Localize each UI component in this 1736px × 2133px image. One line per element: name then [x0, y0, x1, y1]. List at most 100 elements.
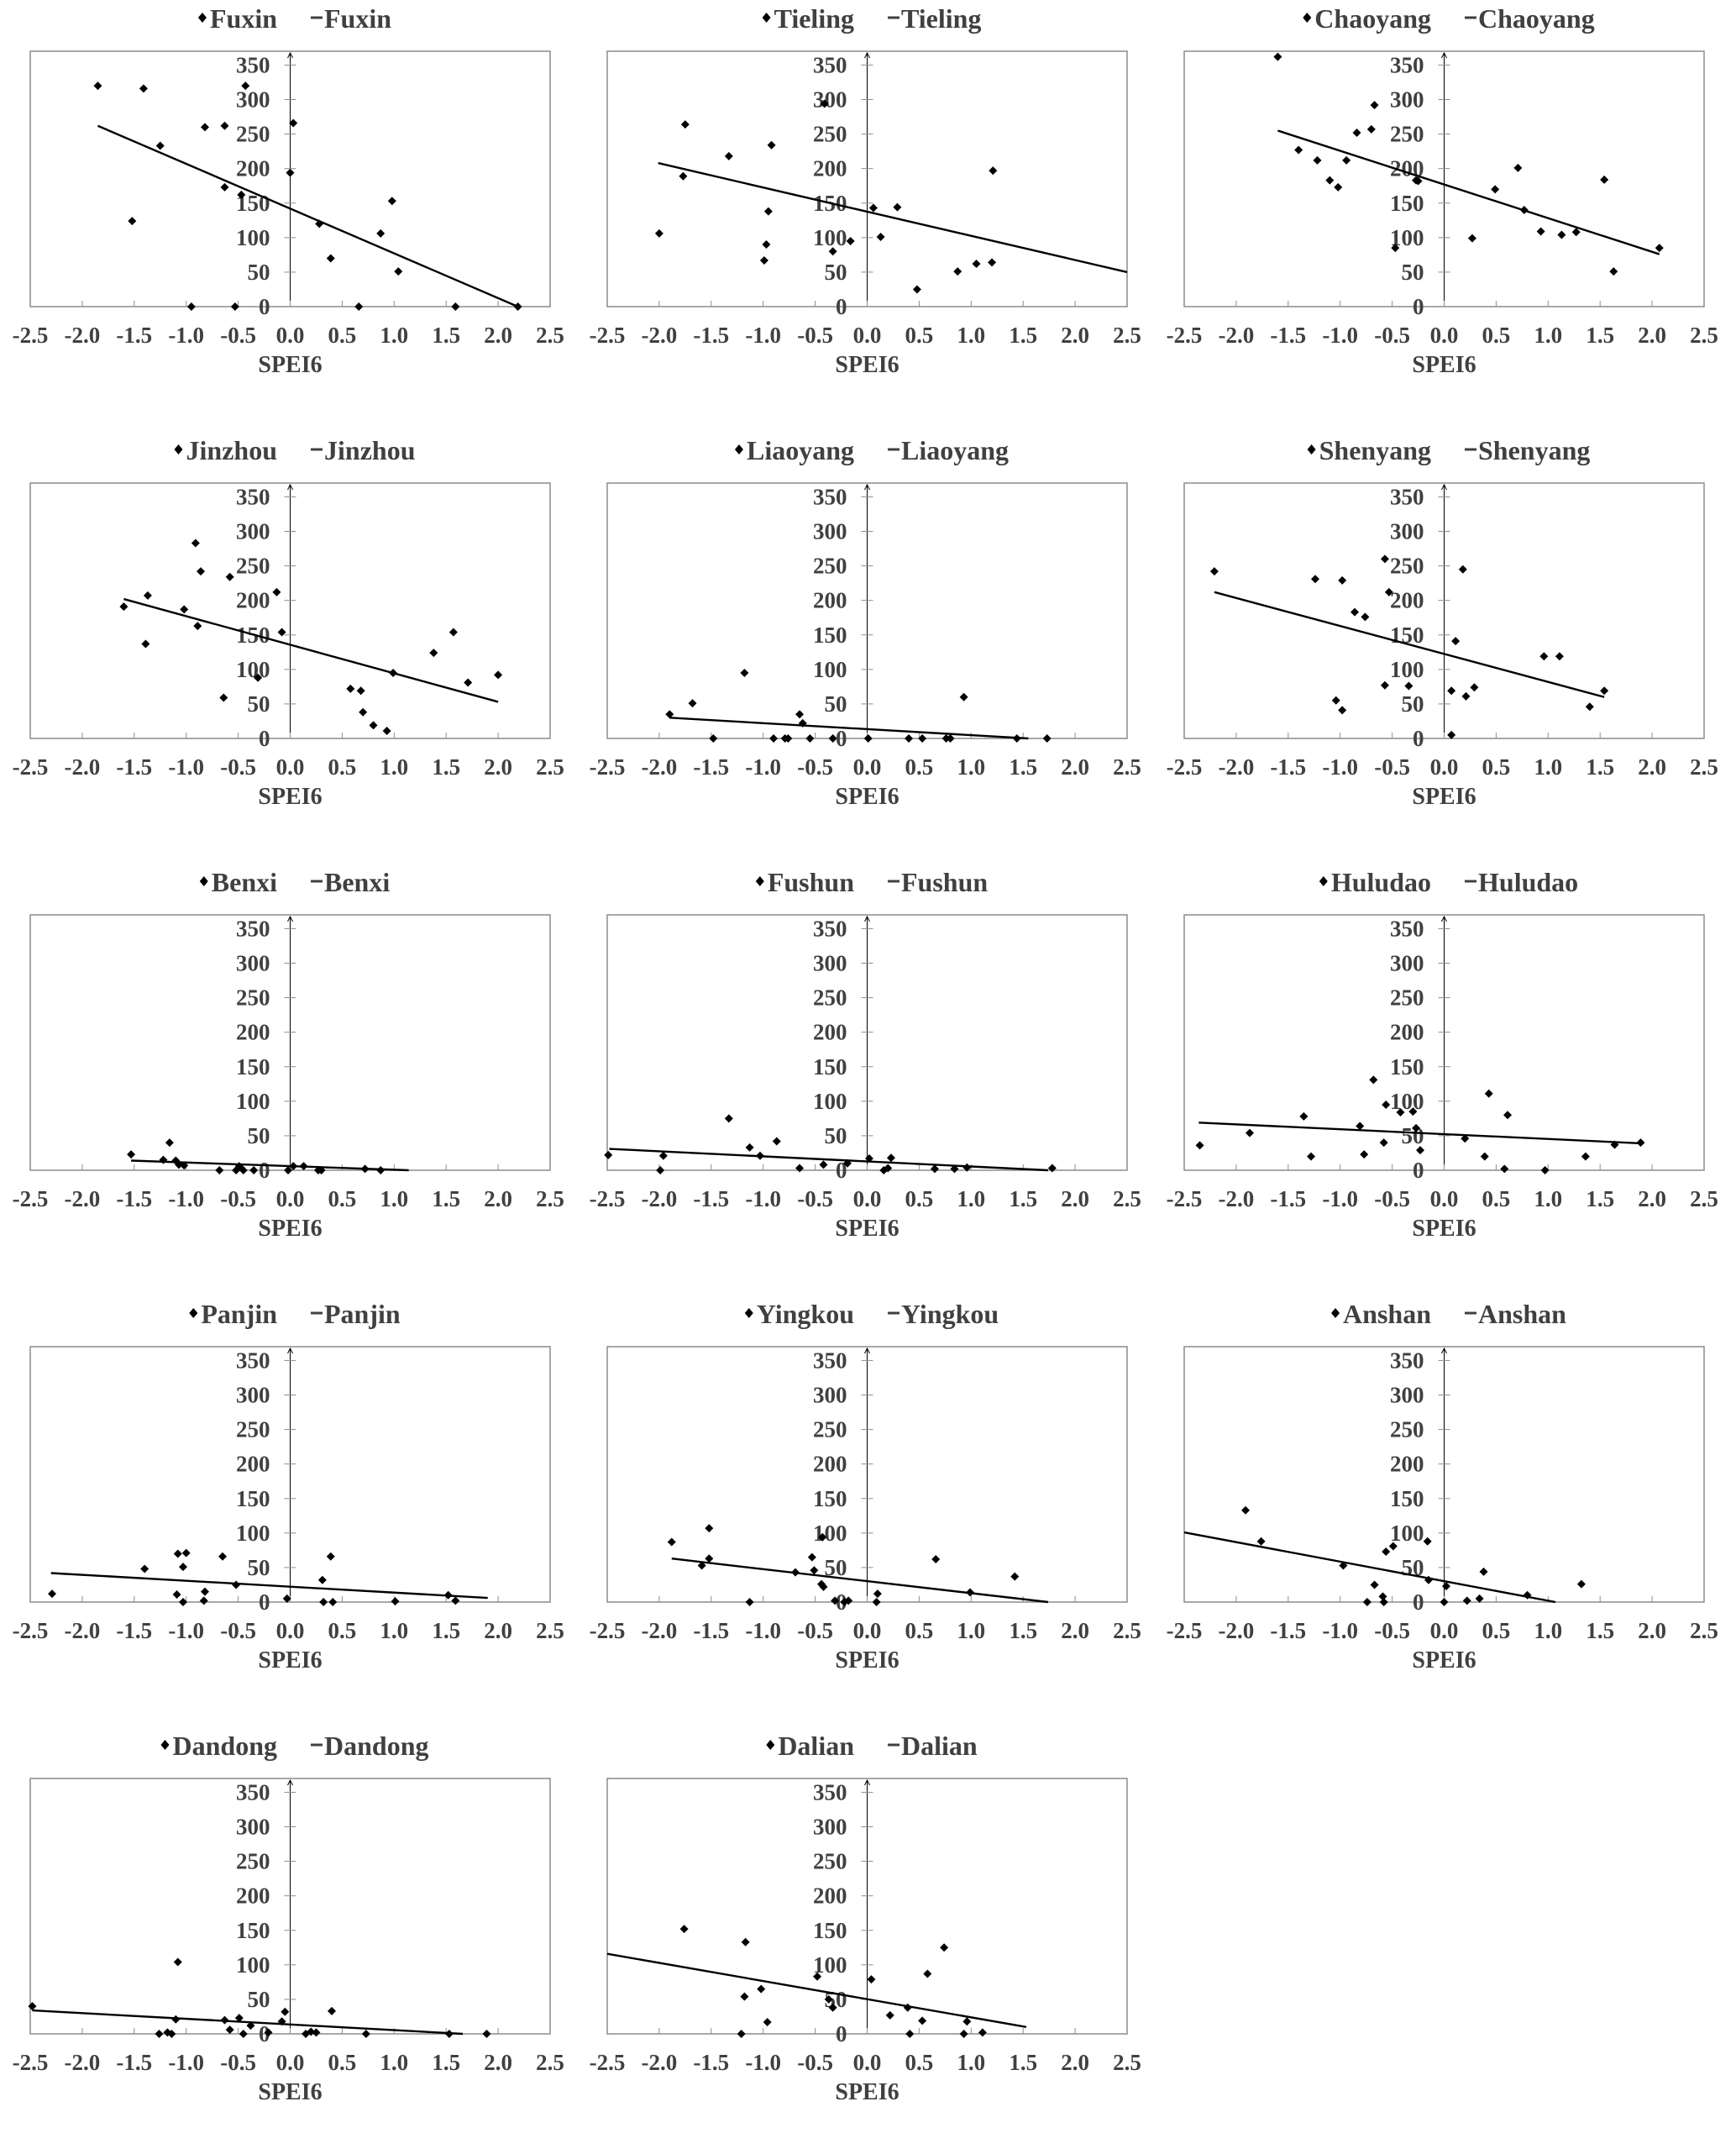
data-point — [139, 84, 148, 93]
x-tick-label: -1.5 — [1270, 1618, 1306, 1643]
data-point — [709, 734, 718, 743]
data-point — [988, 258, 997, 267]
data-point — [1299, 1111, 1309, 1121]
y-tick-label: 300 — [1390, 1383, 1424, 1408]
data-point — [28, 2002, 37, 2011]
legend-label-trendline: Liaoyang — [901, 435, 1009, 465]
data-point — [319, 1598, 328, 1606]
data-point — [1576, 1579, 1586, 1589]
y-tick-label: 150 — [236, 1054, 270, 1080]
data-point — [828, 247, 837, 256]
x-tick-label: 2.5 — [536, 754, 564, 780]
x-tick-label: -2.5 — [1167, 1618, 1203, 1643]
data-point — [1310, 575, 1319, 584]
y-axis-arrow-icon — [864, 483, 870, 491]
y-tick-label: 200 — [236, 588, 270, 613]
y-tick-label: 50 — [248, 691, 270, 717]
x-tick-label: -0.5 — [220, 2050, 256, 2075]
legend: Fuxin Fuxin — [197, 3, 391, 34]
data-point — [1010, 1572, 1020, 1581]
legend-label-trendline: Yingkou — [901, 1299, 999, 1329]
y-tick-label: 0 — [259, 294, 270, 319]
data-point — [191, 539, 200, 548]
data-point — [299, 1162, 308, 1171]
x-tick-label: -2.5 — [1167, 323, 1203, 348]
data-point — [667, 1537, 676, 1547]
x-tick-label: -1.5 — [116, 2050, 152, 2075]
x-tick-label: -1.5 — [116, 1186, 152, 1211]
y-tick-label: 300 — [813, 519, 847, 544]
x-tick-label: 1.0 — [957, 1186, 985, 1211]
y-axis-arrow-icon — [287, 51, 293, 59]
data-point — [876, 233, 885, 242]
data-point — [820, 99, 829, 108]
x-tick-label: -2.0 — [1219, 1186, 1255, 1211]
data-point — [382, 726, 391, 735]
legend: Liaoyang Liaoyang — [734, 435, 1009, 465]
x-tick-label: -0.5 — [220, 1618, 256, 1643]
x-tick-label: 1.5 — [1586, 1186, 1614, 1211]
legend-diamond-icon — [1303, 13, 1312, 23]
y-tick-label: 200 — [1390, 588, 1424, 613]
data-point — [1571, 228, 1581, 237]
x-tick-label: -1.5 — [116, 323, 152, 348]
x-tick-label: 1.5 — [1009, 754, 1037, 780]
x-tick-label: -1.5 — [693, 323, 729, 348]
data-point — [1441, 1582, 1450, 1591]
x-tick-label: -1.5 — [1270, 323, 1306, 348]
data-point — [840, 1598, 849, 1606]
data-point — [1636, 1138, 1645, 1148]
x-tick-label: 1.0 — [1534, 754, 1562, 780]
data-point — [886, 1153, 895, 1163]
x-tick-label: 0.5 — [905, 2050, 934, 2075]
data-point — [654, 229, 663, 238]
x-tick-label: -0.5 — [1374, 754, 1410, 780]
data-point — [1378, 1592, 1387, 1601]
legend-label-trendline: Fuxin — [324, 3, 391, 34]
y-tick-label: 50 — [1402, 260, 1424, 285]
data-point — [448, 628, 458, 637]
data-point — [127, 1150, 136, 1159]
legend-label-points: Dalian — [778, 1731, 854, 1761]
data-point — [289, 1162, 298, 1171]
data-point — [1600, 686, 1609, 696]
y-tick-label: 350 — [813, 52, 847, 77]
y-axis-arrow-icon — [1441, 51, 1447, 59]
legend-diamond-icon — [762, 13, 771, 23]
data-point — [1423, 1537, 1432, 1546]
data-point — [277, 628, 286, 637]
x-tick-label: 1.5 — [1586, 754, 1614, 780]
data-point — [1334, 182, 1343, 192]
data-point — [1396, 1107, 1405, 1116]
y-axis-arrow-icon — [1441, 915, 1447, 922]
y-tick-label: 350 — [813, 916, 847, 941]
data-point — [946, 734, 955, 743]
x-tick-label: 0.0 — [276, 754, 305, 780]
x-tick-label: 0.5 — [905, 1618, 934, 1643]
y-tick-label: 50 — [825, 1123, 847, 1148]
data-point — [741, 1937, 750, 1946]
y-tick-label: 0 — [836, 2021, 847, 2046]
data-point — [197, 567, 206, 576]
data-point — [931, 1555, 941, 1564]
data-point — [199, 1596, 208, 1605]
x-tick-label: 1.0 — [380, 1186, 408, 1211]
data-point — [272, 587, 281, 596]
data-point — [1362, 1598, 1371, 1606]
data-point — [795, 710, 805, 719]
data-point — [232, 1580, 241, 1589]
y-tick-label: 100 — [236, 657, 270, 682]
x-tick-label: 1.0 — [1534, 323, 1562, 348]
data-point — [1379, 1598, 1388, 1606]
legend-label-points: Chaoyang — [1314, 3, 1431, 34]
data-point — [356, 686, 365, 696]
y-tick-label: 0 — [259, 1158, 270, 1183]
x-tick-label: -1.5 — [116, 754, 152, 780]
data-point — [705, 1524, 714, 1533]
x-tick-label: 0.0 — [1430, 323, 1459, 348]
legend: Dandong Dandong — [160, 1731, 429, 1761]
x-tick-label: 1.0 — [380, 754, 408, 780]
data-point — [795, 1164, 805, 1173]
data-point — [239, 2030, 248, 2038]
y-tick-label: 0 — [259, 2021, 270, 2046]
